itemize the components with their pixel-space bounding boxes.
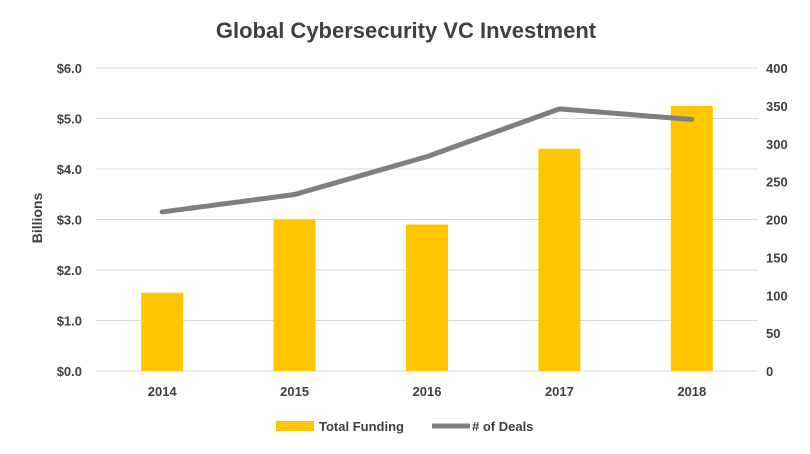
y-tick-label: $4.0 bbox=[57, 162, 82, 177]
y2-tick-label: 350 bbox=[766, 99, 788, 114]
y-tick-label: $2.0 bbox=[57, 263, 82, 278]
right-axis-ticks: 0 50 100 150 200 250 300 350 400 bbox=[766, 61, 788, 379]
y2-tick-label: 50 bbox=[766, 326, 780, 341]
y2-tick-label: 400 bbox=[766, 61, 788, 76]
y-axis-title: Billions bbox=[29, 193, 45, 244]
legend-label-total-funding: Total Funding bbox=[319, 419, 404, 434]
bar-total-funding bbox=[273, 219, 316, 371]
y2-tick-label: 0 bbox=[766, 364, 773, 379]
line-deals bbox=[159, 106, 695, 215]
y-tick-label: $0.0 bbox=[57, 364, 82, 379]
legend-swatch-total-funding bbox=[276, 421, 314, 431]
legend-label-deals: # of Deals bbox=[472, 419, 533, 434]
left-axis-ticks: $0.0 $1.0 $2.0 $3.0 $4.0 $5.0 $6.0 bbox=[57, 61, 82, 379]
y2-tick-label: 300 bbox=[766, 137, 788, 152]
bar-total-funding bbox=[141, 292, 184, 371]
x-tick-label: 2016 bbox=[413, 384, 442, 399]
y2-tick-label: 150 bbox=[766, 250, 788, 265]
bar-series-total-funding bbox=[141, 105, 713, 371]
y-tick-label: $3.0 bbox=[57, 213, 82, 228]
y2-tick-label: 100 bbox=[766, 288, 788, 303]
x-tick-label: 2017 bbox=[545, 384, 574, 399]
bar-total-funding bbox=[406, 224, 448, 371]
x-tick-label: 2015 bbox=[280, 384, 309, 399]
y2-tick-label: 200 bbox=[766, 213, 788, 228]
bar-total-funding bbox=[670, 105, 713, 371]
line-series-deals bbox=[159, 106, 695, 215]
y-tick-label: $6.0 bbox=[57, 61, 82, 76]
chart-title: Global Cybersecurity VC Investment bbox=[216, 18, 597, 43]
y-tick-label: $5.0 bbox=[57, 112, 82, 127]
x-tick-label: 2018 bbox=[677, 384, 706, 399]
x-tick-label: 2014 bbox=[148, 384, 178, 399]
y2-tick-label: 250 bbox=[766, 175, 788, 190]
legend: Total Funding # of Deals bbox=[276, 419, 533, 434]
bar-total-funding bbox=[538, 148, 581, 371]
y-tick-label: $1.0 bbox=[57, 314, 82, 329]
x-axis-ticks: 2014 2015 2016 2017 2018 bbox=[148, 384, 707, 399]
